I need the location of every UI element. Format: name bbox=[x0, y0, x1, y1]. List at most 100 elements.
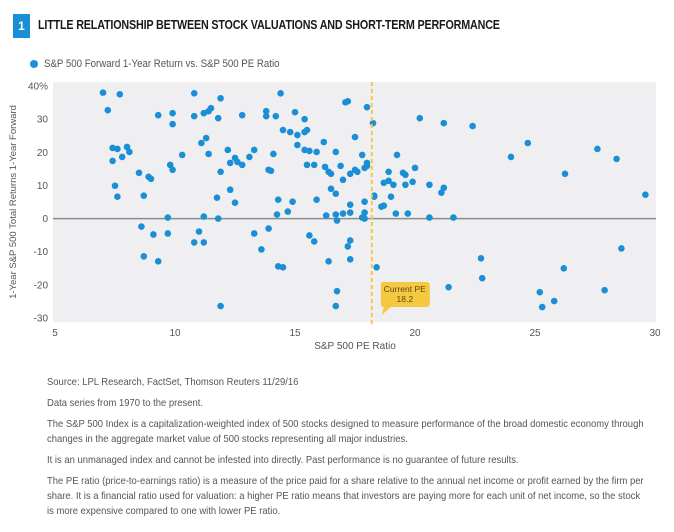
data-point bbox=[198, 139, 205, 147]
data-point bbox=[301, 115, 308, 123]
data-point bbox=[238, 161, 246, 169]
data-point bbox=[195, 228, 203, 235]
data-point bbox=[327, 170, 335, 178]
data-point bbox=[373, 263, 380, 271]
data-point bbox=[147, 175, 155, 183]
y-tick-label: 20 bbox=[37, 148, 49, 159]
y-tick-label: -10 bbox=[34, 247, 49, 258]
data-point bbox=[207, 104, 215, 112]
data-point bbox=[346, 209, 354, 216]
y-axis-label: 1-Year S&P 500 Total Returns 1-Year Forw… bbox=[8, 105, 19, 299]
data-point bbox=[118, 153, 126, 161]
data-point bbox=[416, 114, 424, 122]
data-point bbox=[363, 162, 371, 170]
data-point bbox=[321, 163, 329, 171]
callout-value: 18.2 bbox=[397, 294, 414, 304]
data-point bbox=[426, 214, 433, 221]
data-point bbox=[469, 122, 476, 130]
data-point bbox=[190, 112, 198, 120]
figure-number-badge: 1 bbox=[13, 14, 30, 38]
data-point bbox=[154, 111, 162, 119]
data-point bbox=[289, 198, 296, 205]
data-point bbox=[642, 191, 649, 199]
data-point bbox=[226, 159, 234, 167]
x-tick-label: 5 bbox=[52, 328, 58, 339]
data-point bbox=[358, 214, 366, 221]
data-point bbox=[440, 119, 448, 127]
data-point bbox=[332, 148, 340, 156]
footnotes: Source: LPL Research, FactSet, Thomson R… bbox=[47, 375, 647, 525]
data-point bbox=[411, 164, 419, 172]
index-definition: The S&P 500 Index is a capitalization-we… bbox=[47, 418, 644, 445]
y-tick-label: -30 bbox=[34, 314, 49, 325]
data-point bbox=[178, 151, 186, 159]
data-point bbox=[507, 153, 515, 161]
data-point bbox=[385, 177, 392, 185]
data-point bbox=[393, 151, 401, 159]
data-point bbox=[214, 114, 222, 122]
data-point bbox=[265, 225, 272, 232]
data-point bbox=[238, 111, 246, 119]
data-point bbox=[390, 181, 397, 189]
data-point bbox=[114, 145, 121, 153]
data-point bbox=[361, 209, 368, 216]
data-point bbox=[169, 109, 176, 117]
data-point bbox=[404, 210, 412, 217]
data-point bbox=[385, 168, 392, 176]
data-point bbox=[109, 157, 116, 165]
data-point bbox=[344, 243, 352, 250]
data-point bbox=[306, 232, 313, 239]
data-point bbox=[363, 103, 371, 111]
data-point bbox=[333, 217, 341, 224]
legend-marker-icon bbox=[30, 60, 38, 68]
callout-box bbox=[380, 282, 430, 315]
data-point bbox=[351, 133, 359, 141]
data-point bbox=[205, 150, 212, 158]
data-point bbox=[169, 120, 176, 128]
data-point bbox=[313, 196, 320, 203]
disclaimer: It is an unmanaged index and cannot be i… bbox=[47, 454, 519, 466]
data-point bbox=[303, 161, 311, 169]
data-point bbox=[226, 186, 234, 194]
data-point bbox=[270, 150, 277, 158]
data-point bbox=[332, 211, 340, 218]
data-point bbox=[438, 189, 445, 197]
data-point bbox=[135, 169, 143, 177]
legend-label: S&P 500 Forward 1-Year Return vs. S&P 50… bbox=[44, 58, 280, 70]
data-point bbox=[440, 184, 448, 192]
data-point bbox=[284, 208, 292, 215]
data-point bbox=[320, 138, 328, 146]
data-point bbox=[310, 161, 318, 169]
data-point bbox=[524, 139, 532, 147]
data-point bbox=[310, 238, 318, 245]
data-point bbox=[111, 182, 119, 190]
data-point bbox=[200, 239, 208, 246]
data-range-note: Data series from 1970 to the present. bbox=[47, 397, 204, 409]
data-point bbox=[140, 253, 148, 260]
pe-definition: The PE ratio (price-to-earnings ratio) i… bbox=[47, 475, 644, 517]
x-axis-ticks: 5 10 15 20 25 30 bbox=[52, 328, 661, 339]
x-tick-label: 20 bbox=[409, 328, 421, 339]
scatter-chart: 40% 30 20 10 0 -10 -20 -30 5 10 15 20 25 30 Current … bbox=[8, 82, 661, 353]
data-point bbox=[250, 230, 258, 237]
source-note: Source: LPL Research, FactSet, Thomson R… bbox=[47, 376, 299, 388]
callout-label: Current PE bbox=[384, 284, 426, 294]
data-point bbox=[339, 176, 347, 184]
data-point bbox=[114, 193, 121, 200]
data-point bbox=[217, 302, 224, 310]
data-point bbox=[294, 131, 301, 139]
data-point bbox=[234, 158, 241, 166]
data-point bbox=[123, 143, 131, 151]
legend: S&P 500 Forward 1-Year Return vs. S&P 50… bbox=[30, 58, 312, 70]
data-point bbox=[346, 256, 354, 263]
data-point bbox=[126, 148, 133, 156]
data-point bbox=[274, 196, 282, 203]
data-point bbox=[561, 170, 569, 178]
data-point bbox=[166, 161, 174, 169]
data-point bbox=[231, 199, 239, 206]
chart-title: LITTLE RELATIONSHIP BETWEEN STOCK VALUAT… bbox=[38, 18, 500, 32]
current-pe-callout: Current PE 18.2 bbox=[380, 282, 430, 315]
data-point bbox=[138, 223, 145, 230]
data-point bbox=[169, 166, 176, 174]
data-point bbox=[104, 106, 112, 114]
